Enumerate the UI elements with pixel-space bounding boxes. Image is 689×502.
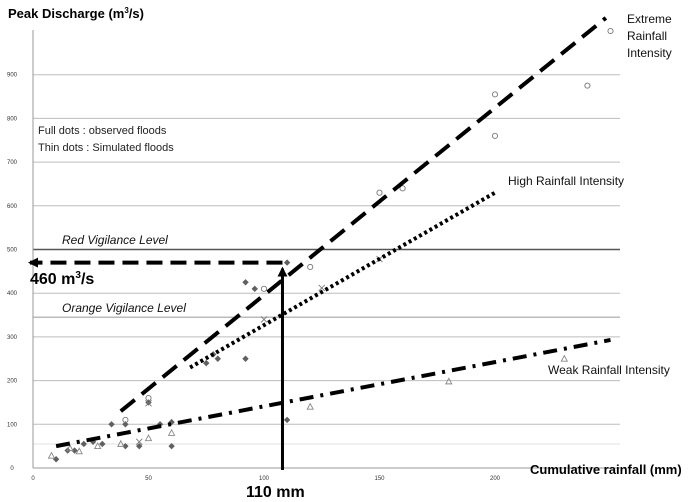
simulated-circle-point <box>307 263 314 271</box>
simulated-circle-point <box>491 91 499 98</box>
cross-stroke <box>135 438 143 446</box>
observed-flood-point <box>203 359 210 367</box>
x-tick-label: 150 <box>374 476 385 482</box>
legend-note-simulated: Thin dots : Simulated floods <box>38 142 174 154</box>
observed-flood-point <box>145 399 152 406</box>
observed-flood-point <box>122 442 129 450</box>
y-tick-label: 600 <box>7 204 18 210</box>
simulated-triangle-point <box>306 402 314 410</box>
extreme-series-label-line1: Extreme <box>627 12 672 26</box>
simulated-triangle-point <box>117 439 125 447</box>
simulated-circle-point <box>260 285 268 292</box>
y-tick-label: 300 <box>7 335 18 341</box>
simulated-circle-point <box>122 416 129 423</box>
simulated-cross-point <box>318 284 326 292</box>
simulated-circle-point <box>376 189 383 196</box>
simulated-triangle-point <box>66 444 74 452</box>
observed-flood-point <box>108 421 115 428</box>
simulated-cross-point <box>135 438 143 446</box>
x-tick-label: 50 <box>145 476 152 482</box>
vigilance-thresholds <box>33 248 620 445</box>
observed-flood-point <box>242 279 249 286</box>
observed-flood-point <box>251 285 258 293</box>
high-series-label: High Rainfall Intensity <box>508 174 624 188</box>
y-tick-label: 0 <box>10 466 14 472</box>
observed-flood-point <box>122 421 129 428</box>
simulated-circle-point <box>584 82 591 89</box>
y-axis-title: Peak Discharge (m3/s) <box>8 6 144 21</box>
x-tick-label: 100 <box>259 476 270 482</box>
simulated-cross-point <box>145 400 152 407</box>
orange-vigilance-label: Orange Vigilance Level <box>62 301 186 315</box>
observed-flood-point <box>214 355 221 362</box>
high-intensity-line <box>189 190 496 370</box>
y-tick-labels: 0 100 200 300 400 500 600 700 800 900 <box>7 73 18 472</box>
discharge-reading-label: 460 m3/s <box>30 270 94 288</box>
y-tick-label: 100 <box>7 422 18 428</box>
simulated-circle-point <box>491 132 499 139</box>
cross-stroke <box>260 316 268 323</box>
y-tick-label: 500 <box>7 248 18 254</box>
simulated-triangle-point <box>47 451 56 459</box>
extreme-series-label-line3: Intensity <box>627 46 672 60</box>
y-tick-label: 900 <box>7 73 18 79</box>
weak-series-label: Weak Rainfall Intensity <box>548 363 670 377</box>
observed-flood-point <box>71 447 78 454</box>
extreme-series-label-line2: Rainfall <box>627 29 667 43</box>
simulated-cross-point <box>260 316 268 323</box>
simulated-circle-point <box>399 185 406 192</box>
weak-intensity-line <box>55 337 611 449</box>
observed-flood-point <box>283 259 291 266</box>
simulated-triangle-point <box>75 447 83 455</box>
y-tick-label: 400 <box>7 291 18 297</box>
x-tick-label: 0 <box>31 476 35 482</box>
observed-flood-point <box>242 355 249 362</box>
axes <box>32 30 620 469</box>
simulated-triangle-point <box>560 354 569 362</box>
data-points <box>47 27 614 463</box>
y-tick-label: 800 <box>7 116 18 122</box>
simulated-triangle-point <box>167 428 176 436</box>
simulated-triangle-point <box>445 377 453 385</box>
simulated-triangle-point <box>93 441 102 449</box>
x-tick-labels: 0 50 100 150 200 <box>31 476 500 482</box>
trend-lines <box>55 16 611 449</box>
extreme-intensity-line <box>119 16 608 413</box>
observed-flood-point <box>168 442 175 450</box>
cross-stroke <box>145 400 152 407</box>
observed-flood-point <box>136 442 143 450</box>
y-tick-label: 700 <box>7 160 18 166</box>
red-vigilance-label: Red Vigilance Level <box>62 233 168 247</box>
reading-annotation <box>28 257 288 470</box>
simulated-circle-point <box>607 27 614 35</box>
simulated-triangle-point <box>144 434 153 442</box>
legend-note-observed: Full dots : observed floods <box>38 125 167 137</box>
cross-stroke <box>318 284 326 292</box>
x-axis-title: Cumulative rainfall (mm) <box>530 462 682 477</box>
observed-flood-point <box>283 416 291 424</box>
y-tick-label: 200 <box>7 379 18 385</box>
observed-flood-point <box>80 440 88 448</box>
simulated-circle-point <box>145 395 152 402</box>
rainfall-reading-label: 110 mm <box>246 484 305 501</box>
observed-flood-point <box>99 440 106 448</box>
x-tick-label: 200 <box>490 476 501 482</box>
